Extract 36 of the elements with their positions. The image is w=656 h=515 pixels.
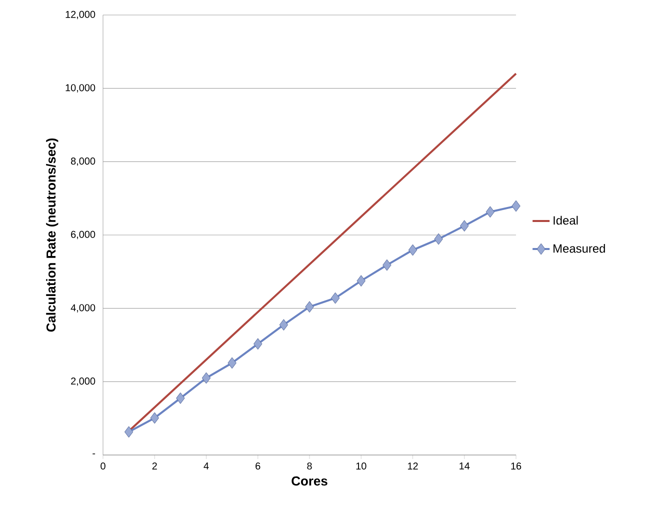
x-axis-title: Cores (292, 476, 328, 486)
point (356, 275, 366, 287)
x-tick-label: 2 (152, 462, 157, 470)
point (305, 301, 314, 313)
point (512, 200, 520, 212)
point (408, 244, 418, 256)
x-tick-label: 8 (307, 462, 312, 470)
y-tick-label: 12,000 (66, 10, 96, 20)
point (330, 292, 340, 304)
x-tick-label: 4 (204, 462, 209, 470)
point (150, 412, 159, 424)
point (382, 259, 392, 271)
point (460, 220, 469, 232)
point (202, 372, 211, 384)
y-tick-label: 8,000 (71, 158, 96, 166)
legend-label: Ideal (554, 216, 578, 225)
x-tick-label: 0 (100, 462, 106, 470)
x-tick-label: 16 (511, 462, 522, 470)
point (279, 319, 288, 331)
y-tick-label: 2,000 (71, 378, 96, 386)
point (434, 233, 443, 245)
x-tick-label: 6 (256, 462, 260, 470)
y-tick-label: 10,000 (66, 84, 96, 92)
legend-label: Measured (554, 244, 605, 253)
point (124, 426, 134, 438)
y-axis-title: Calculation Rate (neutrons/sec) (46, 138, 58, 332)
y-tick-label: 6,000 (71, 230, 96, 240)
x-tick-label: 10 (356, 462, 366, 470)
x-tick-label: 12 (408, 462, 418, 470)
point (176, 392, 185, 404)
y-tick-label: - (92, 453, 96, 454)
point (486, 206, 495, 218)
point (228, 357, 236, 369)
x-tick-label: 14 (460, 462, 470, 470)
point (254, 338, 262, 350)
y-tick-label: 4,000 (70, 304, 96, 312)
